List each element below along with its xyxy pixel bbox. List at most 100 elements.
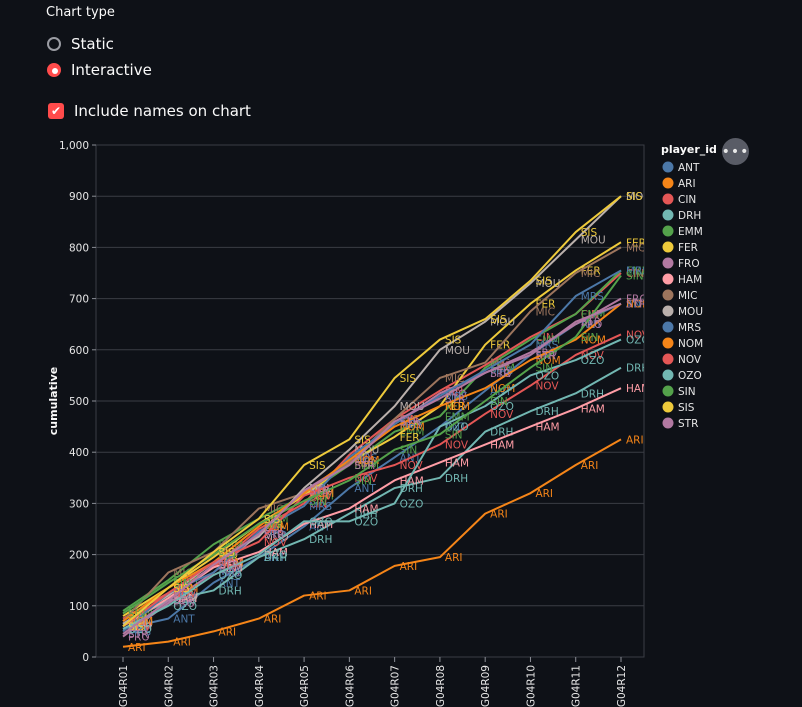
- point-label: OZO: [535, 370, 559, 382]
- x-tick-label: G04R10: [525, 665, 537, 707]
- point-label: OZO: [626, 335, 650, 347]
- point-label: MIC: [535, 306, 555, 318]
- point-label: SIN: [626, 271, 644, 283]
- cumulative-line-chart: 0 100 200 300 400 500 600 700 800 900 1,000 G04R01 G…: [47, 140, 717, 707]
- point-label: MOU: [490, 317, 515, 329]
- point-label: FER: [309, 491, 329, 503]
- point-label: DRH: [309, 534, 332, 546]
- point-label: MOU: [264, 532, 289, 544]
- point-label: ARI: [490, 509, 508, 521]
- legend-title: player_id: [661, 143, 717, 156]
- point-label: EMM: [445, 411, 470, 423]
- point-label: ARI: [445, 552, 463, 564]
- point-label: NOV: [354, 473, 378, 485]
- point-label: FER: [400, 432, 420, 444]
- legend-swatch: [662, 321, 674, 333]
- point-label: SIS: [535, 276, 552, 288]
- point-label: FRO: [490, 368, 512, 380]
- point-label: STR: [264, 529, 284, 541]
- y-tick-label: 0: [82, 652, 89, 664]
- x-tick-label: G04R02: [163, 665, 175, 707]
- point-label: ARI: [173, 637, 191, 649]
- point-label: STR: [490, 368, 510, 380]
- point-label: DRH: [581, 388, 604, 400]
- point-label: HAM: [264, 547, 288, 559]
- x-tick-label: G04R08: [435, 665, 447, 707]
- point-label: HAM: [445, 457, 469, 469]
- point-label: SIS: [581, 227, 598, 239]
- point-label: FRO: [173, 598, 195, 610]
- series-line-ozo: [122, 338, 622, 630]
- legend-item-nov: NOV: [678, 354, 702, 366]
- point-label: MIC: [581, 268, 601, 280]
- chart-menu-button[interactable]: •••: [722, 138, 749, 165]
- point-label: MRS: [309, 501, 332, 513]
- y-tick-label: 200: [69, 550, 89, 562]
- radio-interactive-indicator[interactable]: [47, 63, 61, 77]
- legend-swatch: [662, 193, 674, 205]
- point-label: OZO: [219, 570, 243, 582]
- point-label: MRS: [626, 265, 649, 277]
- x-tick-label: G04R05: [299, 665, 311, 707]
- point-label: ANT: [309, 521, 331, 533]
- legend-swatch: [662, 289, 674, 301]
- radio-interactive[interactable]: Interactive: [47, 59, 152, 81]
- point-label: CIN: [626, 268, 644, 280]
- point-label: SIS: [354, 434, 371, 446]
- point-label: SIN: [354, 475, 372, 487]
- point-label: FER: [626, 237, 646, 249]
- y-tick-label: 600: [69, 345, 89, 357]
- x-tick-label: G04R01: [118, 665, 130, 707]
- point-label: EMM: [626, 265, 651, 277]
- point-label: MIC: [626, 242, 646, 254]
- y-tick-label: 800: [69, 242, 89, 254]
- point-label: HAM: [535, 422, 559, 434]
- point-label: MOU: [626, 191, 651, 203]
- x-tick-label: G04R09: [480, 665, 492, 707]
- legend-swatch: [662, 369, 674, 381]
- point-label: EMM: [354, 460, 379, 472]
- radio-static-label: Static: [71, 35, 114, 53]
- legend-swatch: [662, 225, 674, 237]
- radio-static[interactable]: Static: [47, 33, 114, 55]
- series-line-ari: [122, 438, 622, 648]
- point-label: STR: [173, 596, 193, 608]
- point-label: MOU: [445, 345, 470, 357]
- legend-item-sis: SIS: [678, 402, 695, 414]
- legend-item-fer: FER: [678, 242, 698, 254]
- point-label: SIN: [581, 332, 599, 344]
- y-tick-label: 900: [69, 191, 89, 203]
- point-label: OZO: [309, 516, 333, 528]
- point-label: NOV: [581, 350, 605, 362]
- point-label: FRO: [128, 632, 150, 644]
- point-label: MRS: [128, 626, 151, 638]
- point-label: NOM: [400, 422, 425, 434]
- radio-static-indicator[interactable]: [47, 37, 61, 51]
- point-label: ARI: [264, 614, 282, 626]
- point-label: FER: [445, 401, 465, 413]
- point-label: SIN: [400, 445, 418, 457]
- point-label: SIN: [445, 429, 463, 441]
- point-label: ANT: [264, 552, 286, 564]
- checkmark-icon[interactable]: ✔: [48, 103, 64, 119]
- point-label: STR: [309, 486, 329, 498]
- point-label: OZO: [173, 601, 197, 613]
- point-label: MOU: [535, 278, 560, 290]
- legend-swatch: [662, 177, 674, 189]
- series-line-sis: [122, 195, 622, 628]
- legend-item-mrs: MRS: [678, 322, 701, 334]
- point-label: OZO: [264, 550, 288, 562]
- legend-swatch: [662, 353, 674, 365]
- legend-item-drh: DRH: [678, 210, 701, 222]
- point-label: MOU: [173, 591, 198, 603]
- point-label: NOM: [535, 355, 560, 367]
- y-tick-label: 400: [69, 447, 89, 459]
- series-ari: ARI ARI ARI ARI ARI ARI ARI ARI ARI ARI ARI ARI: [122, 434, 644, 654]
- include-names-checkbox-row[interactable]: ✔ Include names on chart: [48, 100, 251, 122]
- point-label: OZO: [490, 401, 514, 413]
- point-label: STR: [581, 317, 601, 329]
